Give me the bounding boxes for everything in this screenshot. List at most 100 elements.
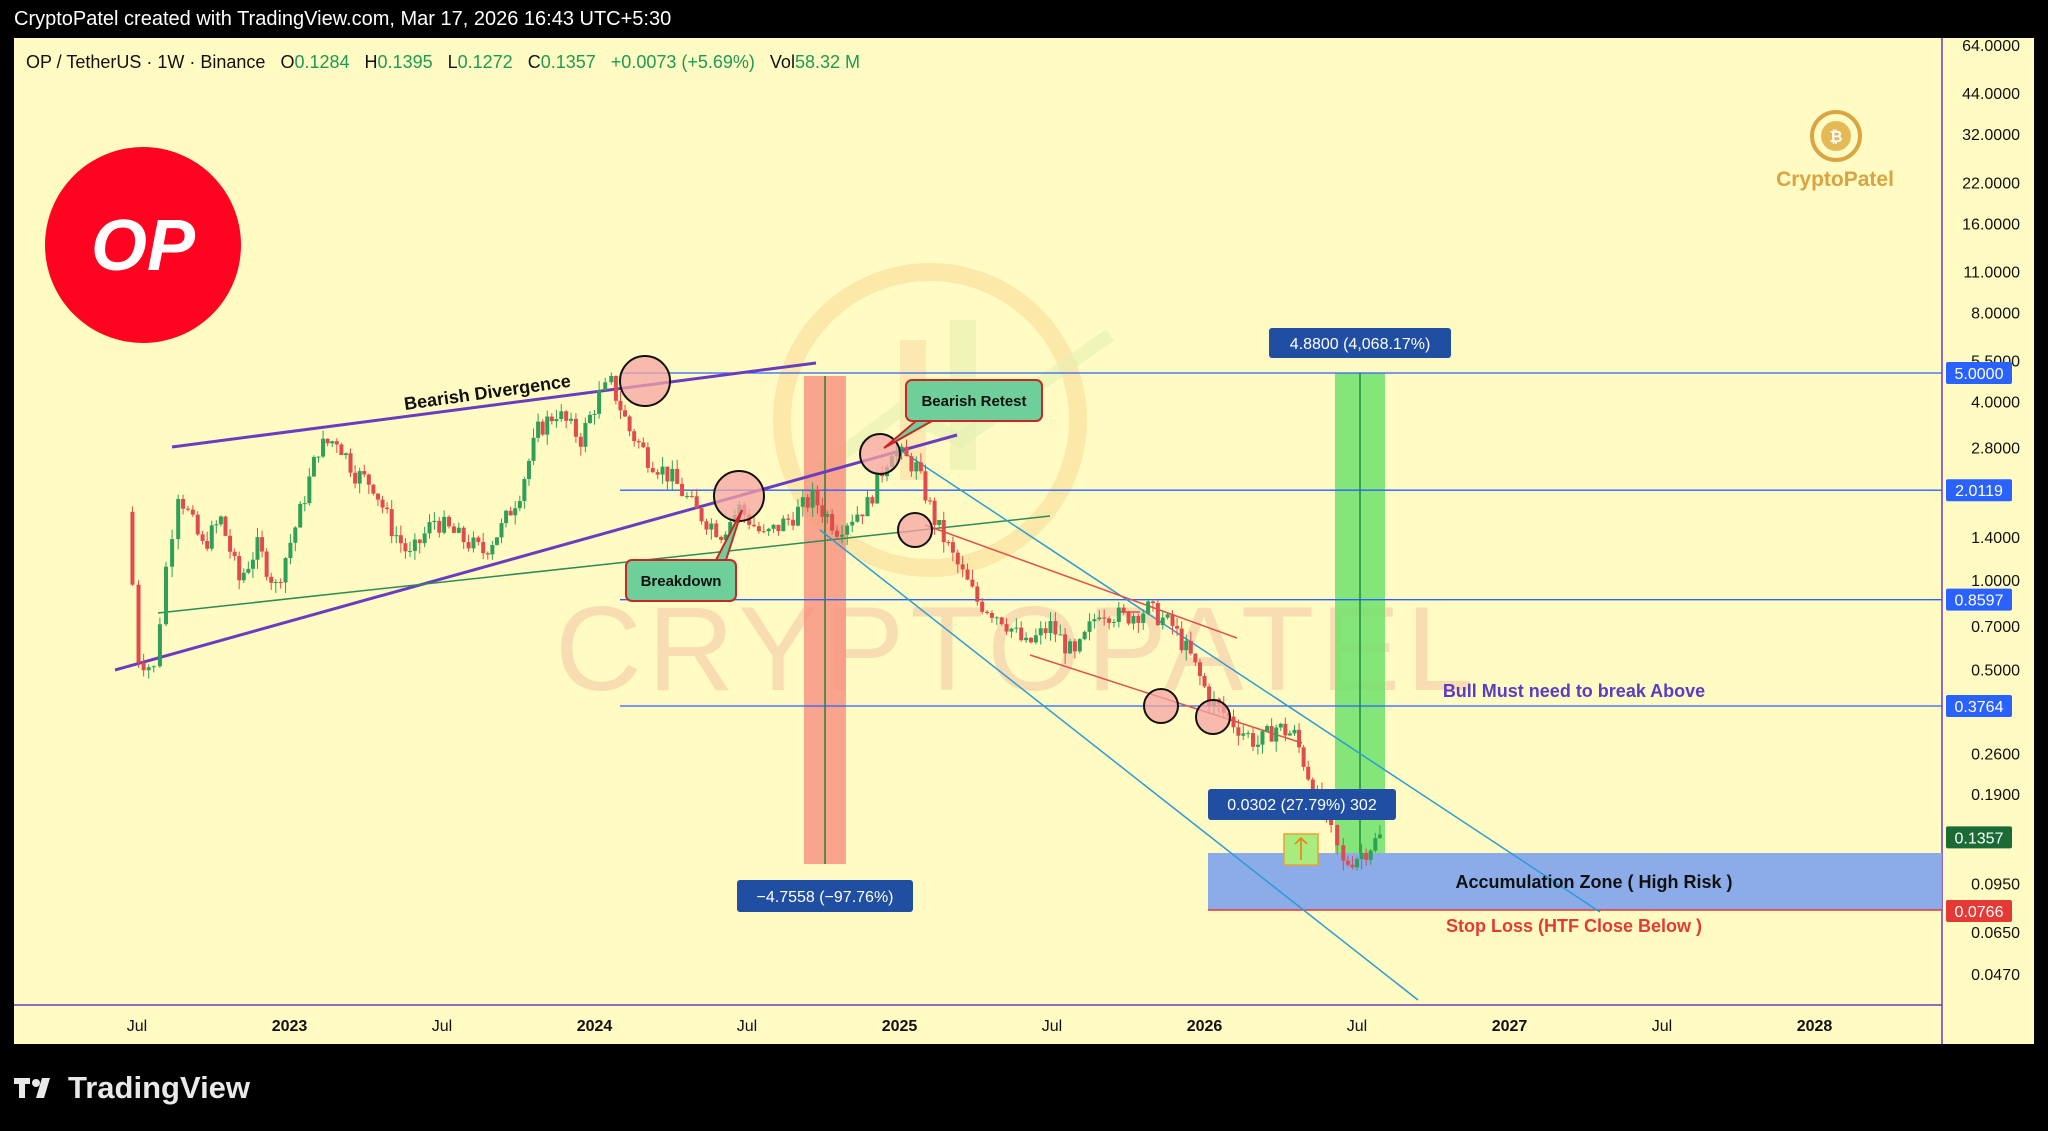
candle-body [408,550,412,552]
chart-credit: CryptoPatel created with TradingView.com… [14,8,672,30]
candle-body [476,537,481,542]
y-tick-label: 4.0000 [1971,395,2020,412]
x-tick-label: 2025 [882,1018,918,1035]
candle-body [1278,723,1283,728]
candle-body [684,495,689,497]
candle-body [157,624,162,667]
candle-body [1341,845,1346,861]
candle-body [592,413,597,415]
candle-body [1146,601,1151,614]
candle-body [1368,850,1373,860]
candle-body [398,535,403,544]
highlight-circles [619,355,1231,735]
candle-body [1246,733,1251,735]
candle-body [756,526,761,532]
candle-body [536,421,541,438]
candle-body [195,514,200,535]
candle-body [485,553,490,555]
candle-body [1019,627,1024,641]
accumulation-zone[interactable] [1208,853,1942,910]
candle-body [723,534,728,540]
svg-text:4.8800 (4,068.17%): 4.8800 (4,068.17%) [1290,336,1431,353]
divergence-line [171,361,817,449]
svg-text:OP: OP [91,206,196,286]
x-tick-label: Jul [1652,1018,1672,1035]
candle-body [850,521,855,526]
candle-body [680,483,685,496]
candle-body [645,447,650,468]
candle-body [264,551,269,577]
y-tick-label: 1.0000 [1971,573,2020,590]
candle-body [1116,607,1121,622]
candle-body [1251,733,1256,747]
candle-body [232,551,237,557]
candle-body [451,526,456,533]
small-measure-label[interactable]: 0.0302 (27.79%) 302 [1208,789,1396,820]
candle-body [499,523,504,538]
candle-body [1287,733,1292,736]
candle-body [447,516,452,527]
candle-body [1092,619,1097,622]
bearish-retest-callout[interactable]: Bearish Retest [883,379,1043,449]
candle-body [771,524,776,529]
candle-body [237,556,242,581]
candle-body [597,390,602,414]
y-tick-label: 0.2600 [1971,747,2020,764]
candle-body [870,497,875,504]
support-trendline [114,433,958,672]
candle-body [618,400,623,411]
y-axis-ticks: 64.0000 44.0000 32.0000 22.0000 16.0000 11.00… [1962,38,2020,984]
rise-measure-label[interactable]: 4.8800 (4,068.17%) [1269,328,1451,358]
candle-body [1126,611,1131,624]
volume-value: 58.32 M [794,52,860,72]
high-value: 0.1395 [377,52,433,72]
candle-body [932,500,937,525]
candle-body [559,411,564,419]
candle-body [1043,628,1048,634]
resistance-line-1 [924,524,1238,639]
candle-body [1102,617,1107,619]
symbol-label[interactable]: OP / TetherUS · 1W · Binance [26,52,266,72]
candle-body [776,524,781,532]
candle-body [1274,727,1279,742]
candle-body [311,457,316,477]
candle-body [549,416,554,422]
candle-body [1184,640,1189,651]
circle-peak [619,355,671,407]
candle-body [781,518,786,532]
breakdown-callout[interactable]: Breakdown [625,509,743,602]
candle-body [241,572,246,581]
price-tag-label: 0.8597 [1955,593,2004,610]
tradingview-footer[interactable]: TradingView [14,1068,250,1108]
candle-body [456,527,461,533]
candle-body [786,518,791,520]
candle-body [1155,602,1160,626]
candle-body [830,513,835,531]
channel-upper-line [899,449,1601,913]
candle-body [200,534,205,541]
candle-body [385,507,390,510]
candle-body [427,522,432,534]
candle-body [1063,634,1068,654]
y-tick-label: 32.0000 [1962,127,2020,144]
y-tick-label: 2.8000 [1971,441,2020,458]
candle-body [490,544,495,555]
x-tick-label: 2026 [1187,1018,1223,1035]
candle-body [855,514,860,522]
candle-body [1179,628,1184,651]
low-value: 0.1272 [457,52,513,72]
price-tag-label: 2.0119 [1955,483,2003,500]
candle-body [1111,621,1116,623]
candle-body [1170,614,1175,626]
candle-body [250,559,255,569]
candle-body [965,569,970,580]
candle-body [422,533,427,544]
candle-body [298,503,303,528]
drop-measure-label[interactable]: −4.7558 (−97.76%) [737,880,913,912]
candle-body [569,418,574,421]
candle-body [218,516,223,525]
candle-body [205,540,210,549]
candle-body [513,508,518,516]
candle-body [504,510,509,524]
